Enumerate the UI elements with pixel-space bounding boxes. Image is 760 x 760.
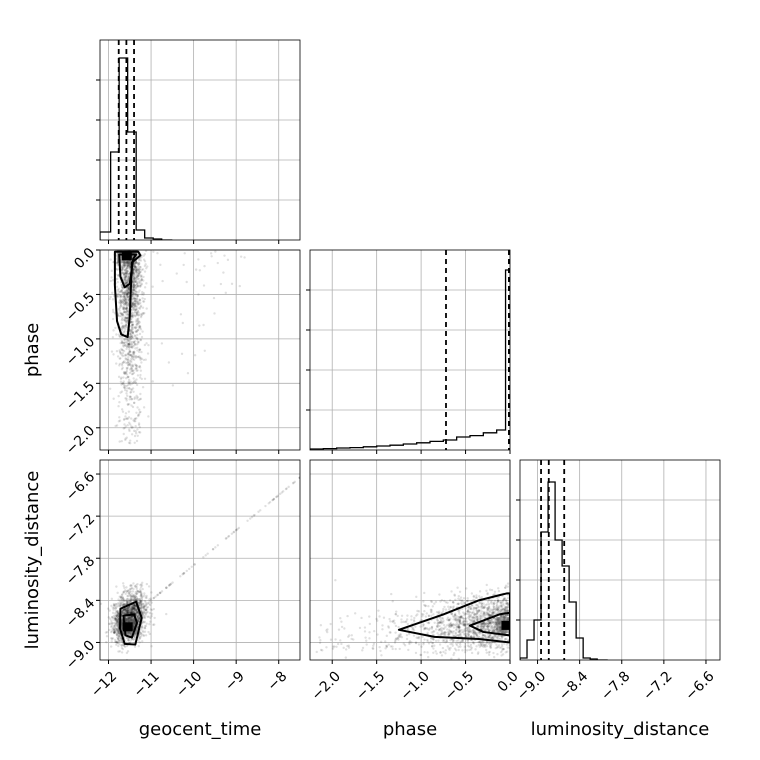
histogram-luminosity_distance <box>520 481 608 660</box>
tick-label-phase-y-4: 0.0 <box>71 245 98 272</box>
tick-label-phase-y-2: −1.0 <box>63 334 98 369</box>
contour-1 <box>122 613 139 639</box>
contour-0 <box>119 600 143 646</box>
tick-label-luminosity_distance-y-4: −6.6 <box>63 469 98 504</box>
xlabel-geocent_time: geocent_time <box>139 719 262 740</box>
tick-label-luminosity_distance-1: −8.4 <box>556 668 591 703</box>
contour-0 <box>397 592 510 644</box>
tick-label-phase-0: −2.0 <box>309 668 344 703</box>
panel-luminosity_distance-phase <box>309 459 511 661</box>
ylabel-luminosity_distance: luminosity_distance <box>22 471 43 650</box>
xlabel-phase: phase <box>383 719 437 740</box>
tick-label-phase-y-3: −0.5 <box>63 289 98 324</box>
tick-label-luminosity_distance-y-2: −7.8 <box>63 553 98 588</box>
contour-1 <box>118 253 138 289</box>
ylabel-phase: phase <box>22 323 43 377</box>
panel-frame <box>99 39 301 241</box>
panel-phase-geocent_time <box>99 249 301 451</box>
tick-label-phase-y-1: −1.5 <box>63 378 98 413</box>
tick-label-phase-1: −1.5 <box>353 668 388 703</box>
contour-0 <box>113 250 142 339</box>
tick-label-luminosity_distance-0: −9.0 <box>514 668 549 703</box>
tick-label-geocent_time-0: −12 <box>88 668 120 700</box>
tick-label-luminosity_distance-4: −6.6 <box>682 668 717 703</box>
panel-geocent_time-geocent_time <box>99 39 301 241</box>
contour-1 <box>469 611 510 637</box>
tick-label-geocent_time-3: −9 <box>222 668 248 694</box>
density-peak <box>501 620 510 630</box>
histogram-geocent_time <box>100 57 173 240</box>
density-peak <box>122 622 133 632</box>
panel-frame <box>519 459 721 661</box>
panel-frame <box>99 459 301 661</box>
tick-label-geocent_time-4: −8 <box>265 668 291 694</box>
panel-frame <box>309 249 511 451</box>
tick-label-luminosity_distance-y-0: −9.0 <box>63 637 98 672</box>
tick-label-luminosity_distance-2: −7.8 <box>598 668 633 703</box>
tick-label-luminosity_distance-3: −7.2 <box>640 668 675 703</box>
panel-phase-phase <box>309 249 511 451</box>
panel-frame <box>99 249 301 451</box>
tick-label-phase-3: −0.5 <box>442 668 477 703</box>
tick-label-phase-2: −1.0 <box>397 668 432 703</box>
histogram-phase <box>310 269 510 450</box>
density-peak <box>121 251 132 261</box>
tick-label-phase-y-0: −2.0 <box>63 423 98 458</box>
panel-luminosity_distance-luminosity_distance <box>519 459 721 661</box>
tick-label-geocent_time-1: −11 <box>131 668 163 700</box>
tick-label-luminosity_distance-y-3: −7.2 <box>63 511 98 546</box>
xlabel-luminosity_distance: luminosity_distance <box>531 719 710 740</box>
tick-label-geocent_time-2: −10 <box>173 668 205 700</box>
panel-frame <box>309 459 511 661</box>
tick-label-luminosity_distance-y-1: −8.4 <box>63 595 98 630</box>
panel-luminosity_distance-geocent_time <box>99 459 301 661</box>
